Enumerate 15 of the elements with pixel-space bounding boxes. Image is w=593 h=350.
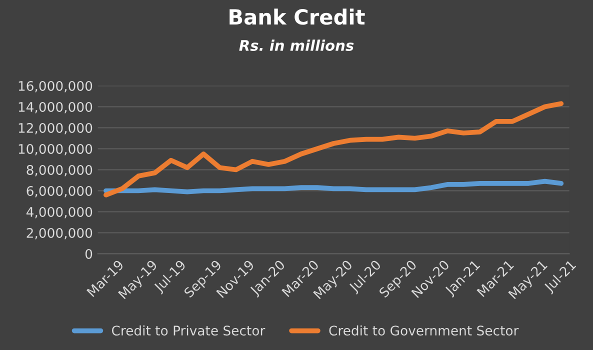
y-tick-label: 0 bbox=[85, 248, 92, 259]
y-tick-label: 14,000,000 bbox=[18, 102, 92, 114]
legend-label: Credit to Government Sector bbox=[329, 325, 519, 336]
y-tick-label: 12,000,000 bbox=[18, 122, 92, 134]
y-tick-label: 16,000,000 bbox=[18, 80, 92, 92]
y-tick-label: 6,000,000 bbox=[26, 186, 92, 198]
line-series bbox=[104, 101, 564, 198]
y-tick-label: 10,000,000 bbox=[18, 144, 92, 156]
y-tick-label: 4,000,000 bbox=[26, 206, 92, 218]
line-series bbox=[104, 178, 564, 194]
legend-label: Credit to Private Sector bbox=[112, 325, 266, 336]
y-tick-label: 8,000,000 bbox=[26, 164, 92, 176]
chart-title: Bank Credit bbox=[230, 8, 365, 25]
chart-subtitle: Rs. in millions bbox=[239, 40, 354, 51]
y-tick-label: 2,000,000 bbox=[26, 228, 92, 240]
